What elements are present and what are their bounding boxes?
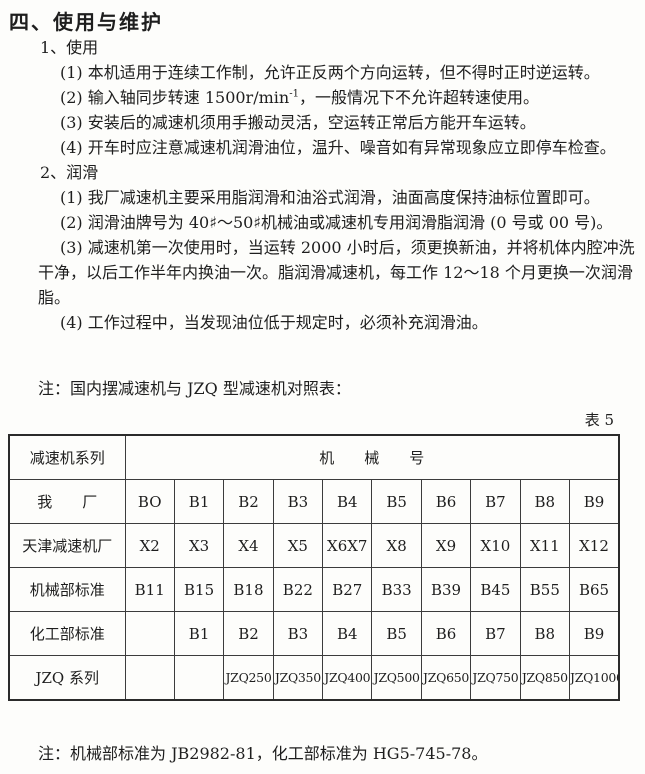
table-cell: B65 [569,567,620,612]
table-cell: BO [124,479,175,524]
usage-item-2: (2) 输入轴同步转速 1500r/min-1，一般情况下不允许超转速使用。 [38,85,640,110]
lube-item-3: (3) 减速机第一次使用时，当运转 2000 小时后，须更换新油，并将机体内腔冲… [38,238,635,307]
table-cell: B33 [371,567,422,612]
table-number-label: 表 5 [584,411,614,429]
usage-item-4: (4) 开车时应注意减速机润滑油位，温升、噪音如有异常现象应立即停车检查。 [60,138,616,157]
table-cell: B3 [272,611,324,656]
row-label: JZQ 系列 [8,655,126,701]
table-cell: B39 [420,567,472,612]
lube-item-4: (4) 工作过程中，当发现油位低于规定时，必须补充润滑油。 [60,313,488,332]
table-cell: B45 [470,567,521,612]
table-cell [124,655,175,701]
table-cell: X9 [420,523,472,568]
row-label: 化工部标准 [8,611,126,656]
table-cell: B8 [519,479,571,524]
table-cell: B2 [223,479,274,524]
row-label: 天津减速机厂 [8,523,126,568]
table-cell: B2 [223,611,274,656]
table-cell: JZQ850 [519,655,571,701]
table-cell: B9 [569,479,620,524]
table-cell: JZQ750 [470,655,521,701]
table-cell: B8 [519,611,571,656]
table-cell: B22 [272,567,324,612]
table-cell: X2 [124,523,175,568]
table-cell: B6 [420,611,472,656]
section-heading-usage: 1、使用 [40,38,99,57]
table-header-row: 减速机系列 机 械 号 [8,434,620,480]
table-cell: B18 [223,567,274,612]
header-cell-series: 减速机系列 [8,434,126,480]
section-heading-lubrication: 2、润滑 [40,163,99,182]
usage-item-2-text-cont: ，一般情况下不允许超转速使用。 [298,88,539,107]
table-note: 注：国内摆减速机与 JZQ 型减速机对照表： [38,379,351,398]
table-cell: B1 [173,479,225,524]
page-title: 四、使用与维护 [9,10,163,34]
table-cell: B7 [470,479,521,524]
table-cell: JZQ250 [223,655,274,701]
usage-item-3: (3) 安装后的减速机须用手搬动灵活，空运转正常后方能开车运转。 [60,113,536,132]
table-cell: JZQ400 [322,655,373,701]
table-cell: X6X7 [322,523,373,568]
table-cell: B6 [420,479,472,524]
table-cell: B1 [173,611,225,656]
table-cell: X3 [173,523,225,568]
table-cell: JZQ1000 [569,655,620,701]
table-row-tianjin: 天津减速机厂 X2 X3 X4 X5 X6X7 X8 X9 X10 X11 X1… [8,523,620,568]
reducer-comparison-table: 减速机系列 机 械 号 我 厂 BO B1 B2 B3 B4 B5 B6 B7 … [8,434,620,701]
usage-item-1: (1) 本机适用于连续工作制，允许正反两个方向运转，但不得时正时逆运转。 [60,63,600,82]
lube-item-1: (1) 我厂减速机主要采用脂润滑和油浴式润滑，油面高度保持油标位置即可。 [60,188,600,207]
table-cell: B5 [371,611,422,656]
table-cell: JZQ500 [371,655,422,701]
table-cell: X11 [519,523,571,568]
table-cell: B7 [470,611,521,656]
table-row-jzq-series: JZQ 系列 JZQ250 JZQ350 JZQ400 JZQ500 JZQ65… [8,655,620,701]
header-cell-machine-number: 机 械 号 [124,434,620,480]
table-cell: B9 [569,611,620,656]
table-cell: B4 [322,611,373,656]
table-row-our-factory: 我 厂 BO B1 B2 B3 B4 B5 B6 B7 B8 B9 [8,479,620,524]
table-cell: X10 [470,523,521,568]
footer-note: 注：机械部标准为 JB2982-81，化工部标准为 HG5-745-78。 [38,744,488,763]
section-usage: 1、使用 (1) 本机适用于连续工作制，允许正反两个方向运转，但不得时正时逆运转… [0,35,645,160]
table-cell: JZQ350 [272,655,324,701]
table-cell: B27 [322,567,373,612]
table-cell: X5 [272,523,324,568]
table-row-machinery-standard: 机械部标准 B11 B15 B18 B22 B27 B33 B39 B45 B5… [8,567,620,612]
row-label: 机械部标准 [8,567,126,612]
table-cell: X12 [569,523,620,568]
table-cell: JZQ650 [420,655,472,701]
table-cell: B15 [173,567,225,612]
lube-item-2: (2) 润滑油牌号为 40♯～50♯机械油或减速机专用润滑脂润滑 (0 号或 0… [60,213,613,232]
section-lubrication: 2、润滑 (1) 我厂减速机主要采用脂润滑和油浴式润滑，油面高度保持油标位置即可… [0,160,645,335]
table-cell: B3 [272,479,324,524]
table-cell [124,611,175,656]
superscript-exponent: -1 [289,88,299,100]
table-cell: X8 [371,523,422,568]
table-row-chemical-standard: 化工部标准 B1 B2 B3 B4 B5 B6 B7 B8 B9 [8,611,620,656]
table-cell: X4 [223,523,274,568]
table-cell: B4 [322,479,373,524]
table-cell [173,655,225,701]
table-cell: B11 [124,567,175,612]
usage-item-2-text: (2) 输入轴同步转速 1500r/min [60,88,290,107]
table-cell: B5 [371,479,422,524]
row-label: 我 厂 [8,479,126,524]
table-cell: B55 [519,567,571,612]
